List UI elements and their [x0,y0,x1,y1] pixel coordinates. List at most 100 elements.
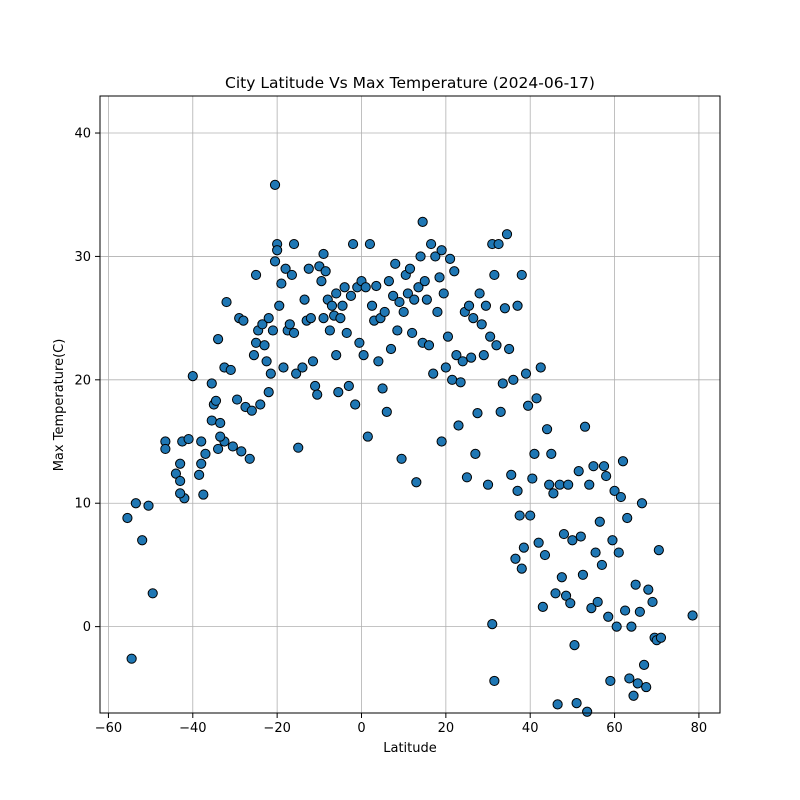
data-point [613,547,624,558]
data-point [592,596,603,608]
data-point [390,258,401,269]
data-point [130,498,141,509]
data-point [537,601,548,612]
data-point [388,290,399,302]
chart-title: City Latitude Vs Max Temperature (2024-0… [225,74,595,92]
data-point [563,479,574,490]
data-point [265,368,276,379]
data-point [582,706,593,717]
data-point [212,443,224,455]
y-axis-label: Max Temperature(C) [52,339,67,472]
data-point [263,313,274,324]
data-point [385,343,397,355]
data-point [504,343,515,355]
data-point [137,535,148,546]
data-point [518,542,529,553]
data-point [333,387,344,398]
data-point [529,448,540,459]
data-point [269,256,281,267]
data-point [272,245,283,256]
data-point [206,415,217,426]
data-point [596,559,608,571]
data-points [122,179,698,717]
data-point [440,362,451,373]
data-point [438,288,449,299]
data-point [288,238,300,250]
data-point [196,458,207,469]
data-point [624,673,635,684]
data-point [373,356,384,367]
data-point [655,632,667,643]
data-point [198,489,209,500]
data-point [183,433,194,445]
y-tick-label: 0 [83,620,91,635]
data-point [607,535,618,546]
data-point [641,681,652,693]
data-point [586,603,597,614]
data-point [221,296,232,308]
data-point [303,263,314,274]
data-point [318,313,329,324]
data-point [601,470,612,482]
data-point [615,491,626,503]
data-point [267,325,279,336]
data-point [647,596,658,608]
data-point [147,588,158,599]
data-point [227,441,238,452]
data-point [632,678,643,689]
data-point [558,528,570,540]
data-point [383,276,395,287]
data-point [316,276,327,287]
data-point [620,605,631,616]
data-point [310,380,321,392]
data-point [339,282,350,293]
data-point [474,288,485,299]
data-point [514,510,525,521]
x-tick-label: 20 [438,721,455,736]
data-point [210,395,222,406]
data-point [512,485,523,496]
data-point [122,512,133,524]
data-point [320,266,331,277]
data-point [466,352,477,363]
data-point [257,319,268,330]
data-point [312,389,323,400]
data-point [497,378,508,389]
data-point [605,675,616,687]
data-point [449,266,460,277]
data-point [398,306,409,318]
data-point [575,531,586,542]
data-point [501,229,513,240]
data-point [548,488,559,499]
data-point [556,572,567,583]
data-point [196,436,207,447]
data-point [531,393,542,404]
data-point [552,699,563,710]
y-tick-label: 20 [74,373,91,388]
data-point [476,319,487,330]
data-point [634,606,645,617]
data-point [425,238,437,250]
data-point [609,485,620,496]
data-point [472,408,483,419]
data-point [347,238,359,250]
data-point [331,350,342,361]
data-point [525,510,536,521]
data-point [244,453,255,464]
data-point [541,424,553,435]
data-point [444,253,456,264]
data-point [598,461,610,472]
y-tick-label: 40 [74,127,91,142]
data-point [626,621,637,632]
x-axis-label: Latitude [383,741,437,756]
data-point [194,469,205,480]
data-point [442,331,454,342]
data-point [489,675,500,687]
data-point [288,327,300,339]
data-point [544,479,555,490]
data-point [246,405,257,416]
data-point [510,553,521,564]
data-point [453,420,464,431]
data-point [404,263,416,274]
data-point [364,238,376,250]
